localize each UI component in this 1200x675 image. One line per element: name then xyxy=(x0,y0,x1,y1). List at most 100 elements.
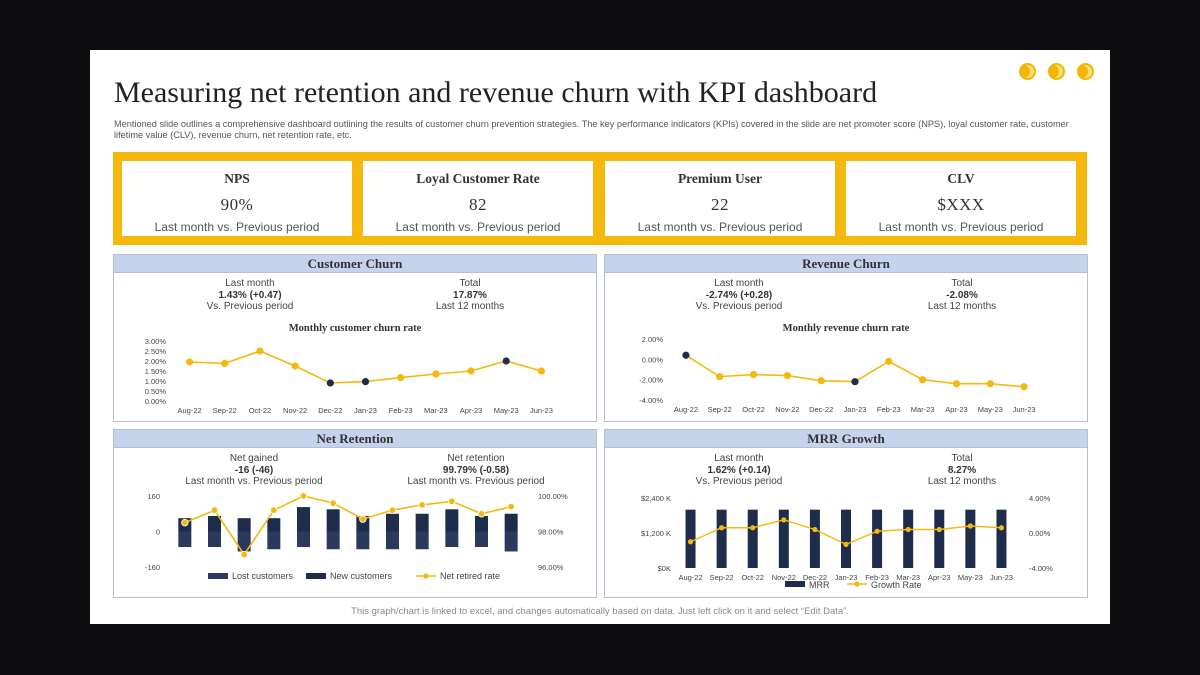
stat-note: Last 12 months xyxy=(435,301,505,312)
y-tick-label: 160 xyxy=(147,492,160,501)
stat-net-retention: Net retention 99.79% (-0.58) Last month … xyxy=(396,453,556,488)
y-tick-label: 3.00% xyxy=(145,337,167,346)
stat-value: -2.08% xyxy=(946,289,978,301)
x-tick-label: Aug-22 xyxy=(674,405,698,414)
circle-icon xyxy=(1048,63,1065,80)
kpi-card-nps: NPS 90% Last month vs. Previous period xyxy=(122,161,352,236)
customer-churn-chart[interactable]: 0.00%0.50%1.00%1.50%2.00%2.50%3.00% Aug-2… xyxy=(114,255,598,423)
kpi-title: Premium User xyxy=(677,171,763,186)
x-tick-label: Apr-23 xyxy=(945,405,968,414)
data-point xyxy=(397,374,405,382)
bar-lost-customers xyxy=(237,531,251,552)
legend-label: MRR xyxy=(809,580,830,590)
stat-note: Last 12 months xyxy=(927,476,997,487)
x-tick-label: Mar-23 xyxy=(911,405,935,414)
stat-note: Vs. Previous period xyxy=(695,476,783,487)
circle-icon xyxy=(1077,63,1094,80)
data-point xyxy=(448,497,456,506)
data-point xyxy=(682,351,690,359)
stat-label: Total xyxy=(951,453,973,464)
kpi-value: 90% xyxy=(220,195,254,214)
data-point xyxy=(210,506,219,514)
bar-lost-customers xyxy=(178,531,192,548)
panel-customer-churn: Customer Churn Last month 1.43% (+0.47) … xyxy=(113,254,597,422)
legend-swatch-rate-dot xyxy=(423,573,429,579)
stat-total: Total 8.27% Last 12 months xyxy=(882,453,1042,488)
data-point xyxy=(477,510,486,518)
data-point xyxy=(221,359,229,367)
bar-lost-customers xyxy=(415,531,429,550)
legend-label: Growth Rate xyxy=(871,580,922,590)
bar-mrr xyxy=(778,509,789,568)
y-tick-label: 2.00% xyxy=(145,357,167,366)
x-tick-label: Dec-22 xyxy=(318,406,342,415)
data-point xyxy=(467,367,475,375)
x-tick-label: Jun-23 xyxy=(1013,405,1036,414)
bar-new-customers xyxy=(237,518,251,532)
data-point xyxy=(240,550,248,559)
revenue-churn-chart[interactable]: -4.00% -2.00% 0.00% 2.00% Aug-22 Sep-22 Oct-22… xyxy=(605,255,1089,423)
y-tick-label: -4.00% xyxy=(639,396,663,405)
stat-note: Vs. Previous period xyxy=(695,301,783,312)
y-tick-label: -2.00% xyxy=(639,376,663,385)
data-point xyxy=(329,499,337,507)
y-tick-label: 1.50% xyxy=(145,367,167,376)
x-tick-label: Oct-22 xyxy=(249,406,272,415)
bar-new-customers xyxy=(475,515,488,532)
x-tick-label: Aug-22 xyxy=(177,406,201,415)
stat-value: -16 (-46) xyxy=(234,464,274,476)
panel-mrr-growth: MRR Growth Last month 1.62% (+0.14) Vs. … xyxy=(604,429,1088,598)
bar-mrr xyxy=(965,509,976,568)
kpi-value: 22 xyxy=(711,195,729,214)
legend-swatch-new xyxy=(306,573,326,579)
x-tick-label: Jun-23 xyxy=(990,573,1013,582)
bar-new-customers xyxy=(326,509,340,532)
stat-note: Last month vs. Previous period xyxy=(185,476,323,487)
panel-title: Net Retention xyxy=(114,430,596,448)
y-tick-label: 0 xyxy=(156,528,160,537)
data-point xyxy=(299,492,308,500)
kpi-value: $XXX xyxy=(937,195,985,214)
bar-lost-customers xyxy=(356,531,370,550)
kpi-note: Last month vs. Previous period xyxy=(154,220,320,234)
bar-lost-customers xyxy=(504,531,518,552)
stat-note: Last month vs. Previous period xyxy=(407,476,545,487)
y2-tick-label: 98.00% xyxy=(538,528,564,537)
kpi-note: Last month vs. Previous period xyxy=(878,220,1044,234)
stat-label: Last month xyxy=(225,278,275,289)
y2-tick-label: 0.00% xyxy=(1029,529,1051,538)
chart-title: Monthly customer churn rate xyxy=(288,323,422,334)
panel-revenue-churn: Revenue Churn Last month -2.74% (+0.28) … xyxy=(604,254,1088,422)
footnote: This graph/chart is linked to excel, and… xyxy=(351,606,849,617)
y-tick-label: 0.00% xyxy=(642,355,664,364)
kpi-card-loyal-customer-rate: Loyal Customer Rate 82 Last month vs. Pr… xyxy=(363,161,593,236)
x-tick-label: Feb-23 xyxy=(389,406,413,415)
data-point xyxy=(905,526,911,533)
y-tick-label: 1.00% xyxy=(145,377,167,386)
data-point xyxy=(537,367,546,375)
data-point xyxy=(185,358,194,366)
data-point xyxy=(936,526,942,533)
net-retention-chart[interactable]: -160 0 160 96.00% 98.00% 100.00% Lost customer… xyxy=(114,430,598,599)
data-point xyxy=(998,525,1005,531)
x-tick-label: May-23 xyxy=(494,406,519,415)
data-point xyxy=(687,539,694,545)
bar-new-customers xyxy=(297,507,310,532)
x-tick-label: Jun-23 xyxy=(530,406,553,415)
mrr-growth-chart[interactable]: $0K $1,200 K $2,400 K -4.00% 0.00% 4.00% Aug-2… xyxy=(605,430,1089,599)
stat-note: Vs. Previous period xyxy=(206,301,294,312)
stat-note: Last 12 months xyxy=(927,301,997,312)
stat-value: 1.62% (+0.14) xyxy=(707,464,771,476)
bar-mrr xyxy=(934,509,945,568)
legend-label: Net retired rate xyxy=(440,571,500,581)
x-tick-label: Oct-22 xyxy=(741,573,764,582)
kpi-title: NPS xyxy=(224,171,250,186)
x-tick-label: Mar-23 xyxy=(896,573,920,582)
x-tick-label: Dec-22 xyxy=(809,405,833,414)
data-point xyxy=(781,517,787,523)
data-point xyxy=(952,380,961,388)
x-tick-label: Dec-22 xyxy=(803,573,827,582)
bar-mrr xyxy=(841,509,851,568)
y2-tick-label: 4.00% xyxy=(1029,494,1051,503)
legend-label: Lost customers xyxy=(232,571,294,581)
